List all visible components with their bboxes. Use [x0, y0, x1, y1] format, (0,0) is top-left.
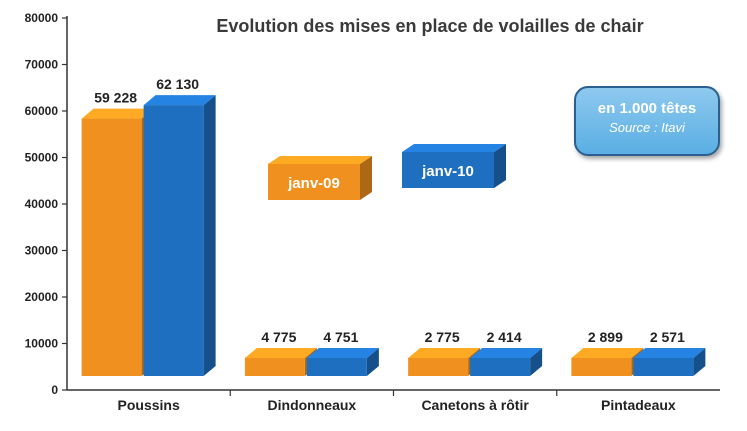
x-tick-label: Dindonneaux — [268, 397, 357, 413]
source-note: Source : Itavi — [609, 120, 685, 135]
data-label: 4 775 — [261, 329, 296, 345]
bar — [306, 358, 367, 376]
legend-swatch-side — [360, 156, 372, 200]
legend-swatch-side — [494, 144, 506, 188]
legend-swatch — [402, 152, 494, 188]
unit-note: en 1.000 têtes — [597, 100, 697, 117]
y-tick-label: 0 — [51, 383, 58, 397]
bar-top — [81, 108, 154, 119]
bar-side — [203, 95, 216, 377]
data-label: 4 751 — [323, 329, 358, 345]
bar-top — [633, 348, 706, 358]
legend-label: janv-10 — [421, 163, 474, 180]
legend-swatch-top — [402, 144, 506, 152]
data-label: 2 899 — [588, 329, 623, 345]
y-tick-label: 40000 — [25, 197, 59, 211]
legend-label: janv-09 — [287, 175, 340, 192]
bar-top — [408, 348, 481, 358]
bar-side — [366, 348, 379, 376]
x-tick-label: Poussins — [118, 397, 180, 413]
unit-note-box: en 1.000 têtes Source : Itavi — [574, 86, 720, 156]
x-tick-label: Canetons à rôtir — [421, 397, 529, 413]
y-tick-label: 20000 — [25, 290, 59, 304]
bar — [408, 358, 469, 376]
y-tick-label: 30000 — [25, 244, 59, 258]
data-label: 2 571 — [650, 329, 685, 345]
bar-top — [470, 348, 543, 358]
y-tick-label: 80000 — [25, 11, 59, 25]
bar — [81, 118, 142, 377]
bar-top — [571, 348, 644, 358]
bar — [244, 358, 305, 376]
chart-title: Evolution des mises en place de volaille… — [216, 16, 644, 36]
bar-side — [693, 348, 706, 376]
y-tick-label: 50000 — [25, 151, 59, 165]
data-label: 59 228 — [94, 90, 137, 106]
bar-top — [306, 348, 379, 358]
bar — [571, 358, 632, 376]
y-tick-label: 60000 — [25, 104, 59, 118]
x-tick-label: Pintadeaux — [601, 397, 676, 413]
legend-swatch — [268, 164, 360, 200]
data-label: 2 775 — [425, 329, 460, 345]
y-tick-label: 10000 — [25, 337, 59, 351]
bar-top — [244, 348, 317, 358]
bar-side — [530, 348, 543, 376]
bar — [143, 105, 204, 377]
bar — [470, 358, 531, 376]
bar — [633, 358, 694, 376]
data-label: 62 130 — [156, 76, 199, 92]
bar-top — [143, 95, 216, 106]
y-tick-label: 70000 — [25, 58, 59, 72]
legend-swatch-top — [268, 156, 372, 164]
data-label: 2 414 — [487, 329, 522, 345]
